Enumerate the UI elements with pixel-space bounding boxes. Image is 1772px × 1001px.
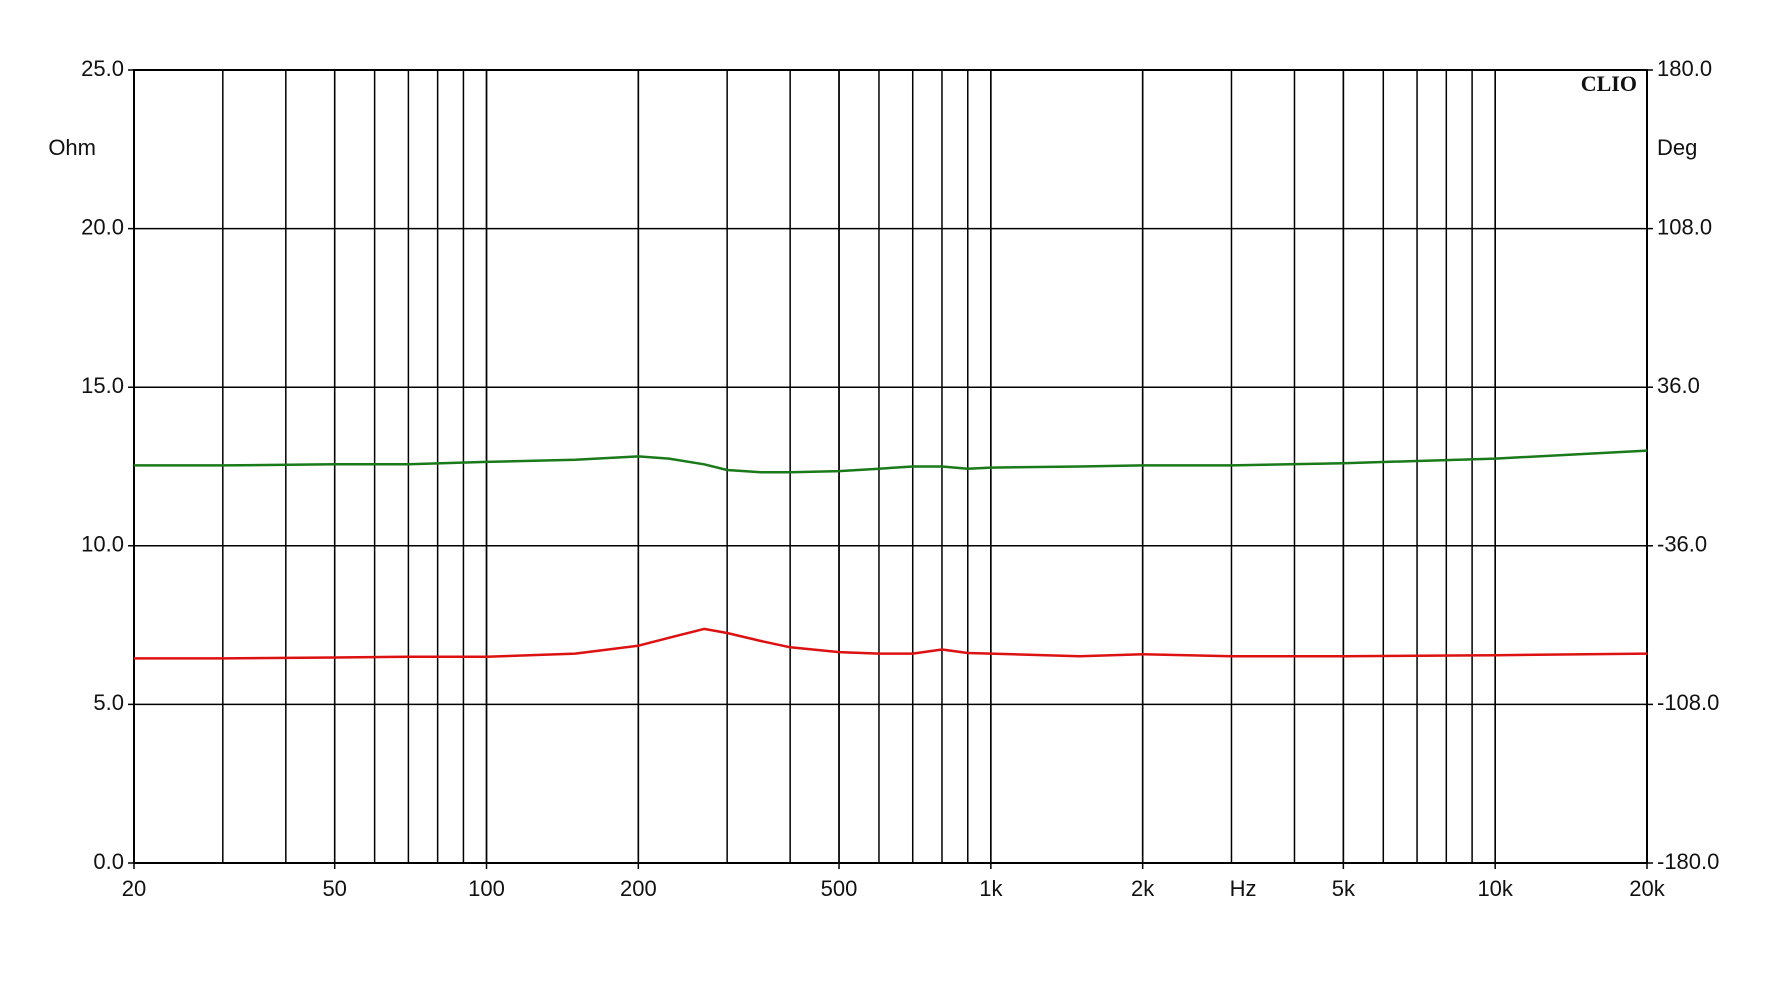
- x-tick-label: 50: [322, 876, 346, 901]
- annotation: CLIO: [1581, 71, 1637, 96]
- x-tick-label: 200: [620, 876, 657, 901]
- y-tick-label: 0.0: [93, 849, 124, 874]
- x-tick-label: 500: [821, 876, 858, 901]
- y-tick-label: 10.0: [81, 532, 124, 557]
- y2-tick-label: 180.0: [1657, 56, 1712, 81]
- y-axis-label: Ohm: [48, 135, 96, 160]
- y-tick-label: 25.0: [81, 56, 124, 81]
- series-line: [134, 449, 1648, 474]
- x-tick-label: 2k: [1131, 876, 1155, 901]
- y2-tick-label: 108.0: [1657, 214, 1712, 239]
- x-tick-label: 20: [122, 876, 146, 901]
- y2-tick-label: -180.0: [1657, 849, 1719, 874]
- y2-axis-label: Deg: [1657, 135, 1697, 160]
- y2-tick-label: -108.0: [1657, 690, 1719, 715]
- x-tick-label: 5k: [1332, 876, 1356, 901]
- x-tick-label: 20k: [1629, 876, 1665, 901]
- series-line: [134, 627, 1648, 660]
- y-tick-label: 20.0: [81, 214, 124, 239]
- y-tick-label: 5.0: [93, 690, 124, 715]
- x-tick-label: 1k: [979, 876, 1003, 901]
- x-tick-label: 10k: [1477, 876, 1513, 901]
- x-axis-label: Hz: [1230, 876, 1257, 901]
- y2-tick-label: 36.0: [1657, 373, 1700, 398]
- x-tick-label: 100: [468, 876, 505, 901]
- y-tick-label: 15.0: [81, 373, 124, 398]
- y2-tick-label: -36.0: [1657, 532, 1707, 557]
